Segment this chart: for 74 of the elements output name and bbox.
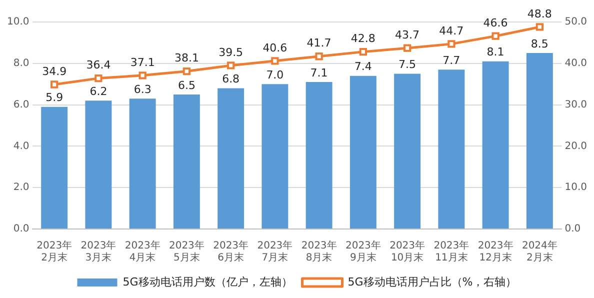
point bbox=[50, 80, 58, 88]
y-tick-label: 10.0 bbox=[7, 16, 30, 28]
bar bbox=[173, 94, 200, 228]
point bbox=[448, 40, 456, 48]
x-tick-label: 2023年 6月末 bbox=[213, 240, 249, 264]
data-label: 7.5 bbox=[398, 58, 416, 72]
data-label: 38.1 bbox=[174, 52, 199, 65]
data-label: 5.9 bbox=[46, 91, 64, 104]
point bbox=[94, 74, 102, 82]
y2-tick-label: 0.0 bbox=[564, 224, 581, 235]
x-tick-label: 2023年 7月末 bbox=[257, 240, 293, 264]
data-label: 6.2 bbox=[90, 85, 108, 98]
data-label: 44.7 bbox=[439, 24, 464, 38]
y2-tick-label: 30.0 bbox=[564, 99, 587, 110]
x-tick-label: 2024年 2月末 bbox=[522, 240, 558, 264]
point bbox=[359, 48, 368, 56]
bar bbox=[129, 98, 156, 228]
bar bbox=[482, 61, 509, 228]
x-tick-label: 2023年 10月末 bbox=[390, 240, 426, 264]
data-label: 7.7 bbox=[442, 54, 460, 67]
point bbox=[492, 32, 500, 40]
point bbox=[403, 44, 412, 52]
data-label: 7.4 bbox=[354, 60, 372, 74]
bar bbox=[394, 74, 421, 228]
x-tick-label: 2023年 12月末 bbox=[478, 240, 514, 264]
bar bbox=[438, 70, 465, 228]
x-tick-label: 2023年 5月末 bbox=[168, 240, 204, 264]
data-label: 6.5 bbox=[178, 78, 196, 92]
data-label: 8.5 bbox=[530, 37, 548, 50]
x-tick-label: 2023年 11月末 bbox=[434, 240, 470, 264]
x-tick-label: 2023年 4月末 bbox=[124, 240, 160, 264]
y-tick-label: 6.0 bbox=[13, 99, 30, 110]
bar bbox=[85, 100, 112, 228]
y-tick-label: 8.0 bbox=[13, 58, 30, 69]
data-label: 46.6 bbox=[483, 16, 508, 30]
point bbox=[226, 62, 235, 70]
data-label: 36.4 bbox=[86, 58, 111, 72]
legend-label: 5G移动电话用户数（亿户，左轴） bbox=[122, 275, 292, 288]
bar bbox=[262, 84, 288, 228]
data-label: 41.7 bbox=[306, 36, 332, 50]
y-tick-label: 4.0 bbox=[13, 140, 30, 152]
data-label: 40.6 bbox=[262, 41, 288, 54]
y2-tick-label: 50.0 bbox=[564, 16, 587, 28]
bar bbox=[526, 53, 553, 228]
legend-label: 5G移动电话用户占比（%，右轴） bbox=[348, 275, 517, 288]
data-label: 8.1 bbox=[486, 46, 504, 59]
y2-tick-label: 40.0 bbox=[564, 58, 587, 69]
y-tick-label: 0.0 bbox=[13, 224, 30, 235]
bar bbox=[41, 106, 68, 228]
point bbox=[271, 57, 279, 65]
data-label: 6.3 bbox=[134, 82, 152, 96]
data-label: 43.7 bbox=[395, 28, 420, 42]
x-tick-label: 2023年 2月末 bbox=[36, 240, 72, 264]
y2-tick-label: 10.0 bbox=[564, 182, 587, 194]
data-label: 7.0 bbox=[266, 68, 284, 82]
data-label: 6.8 bbox=[222, 72, 240, 86]
data-label: 39.5 bbox=[218, 46, 244, 59]
point bbox=[315, 52, 323, 60]
data-label: 7.1 bbox=[310, 66, 328, 80]
bar bbox=[306, 82, 332, 228]
point bbox=[138, 72, 146, 80]
point bbox=[536, 23, 544, 31]
x-tick-label: 2023年 3月末 bbox=[80, 240, 116, 264]
x-tick-label: 2023年 8月末 bbox=[301, 240, 337, 264]
data-label: 48.8 bbox=[527, 7, 552, 20]
y-tick-label: 2.0 bbox=[13, 182, 30, 194]
data-label: 37.1 bbox=[130, 56, 155, 69]
y2-tick-label: 20.0 bbox=[564, 140, 587, 152]
point bbox=[182, 67, 191, 76]
bar bbox=[350, 76, 376, 228]
data-label: 34.9 bbox=[42, 64, 67, 78]
x-tick-label: 2023年 9月末 bbox=[345, 240, 381, 264]
bar bbox=[218, 88, 244, 228]
data-label: 42.8 bbox=[350, 32, 376, 46]
